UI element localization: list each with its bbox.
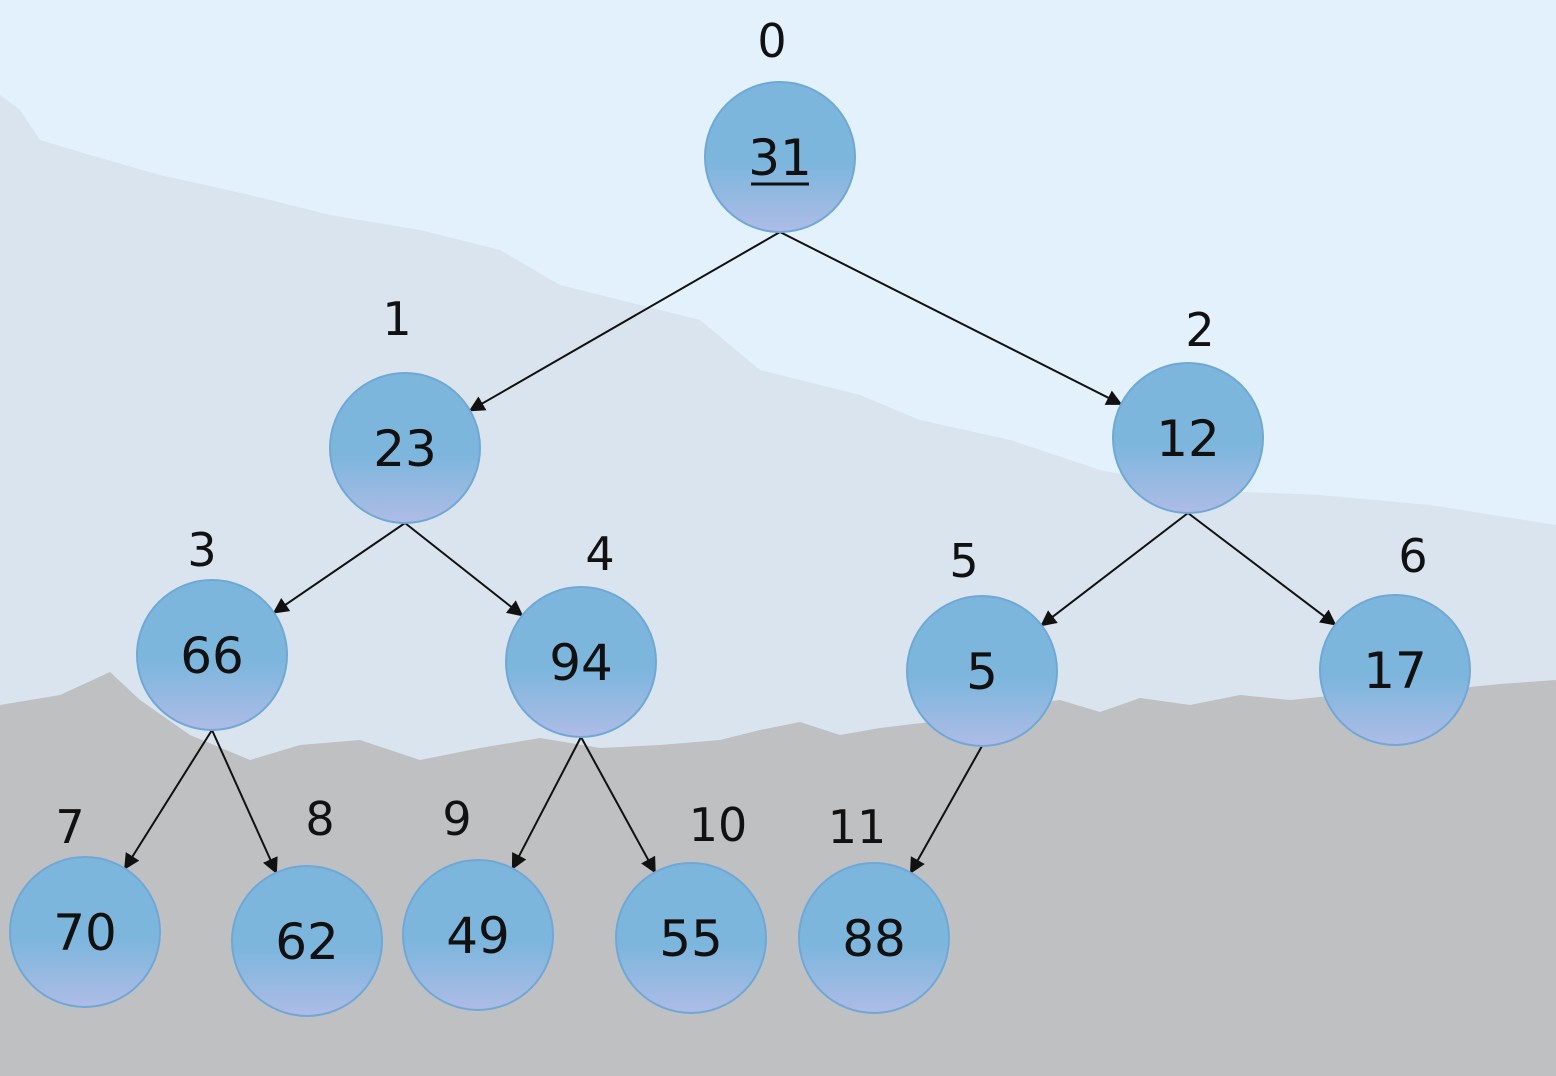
node-value: 88	[842, 910, 906, 968]
node-circle	[505, 586, 657, 738]
index-label-3: 3	[187, 523, 216, 577]
node-value: 66	[180, 627, 244, 685]
index-label-10: 10	[689, 798, 748, 852]
index-label-5: 5	[949, 534, 978, 588]
edge-arrow-4-9	[511, 736, 582, 870]
node-circle	[798, 862, 950, 1014]
edge-arrow-1-4	[404, 522, 524, 617]
tree-node-1: 23	[329, 372, 481, 524]
index-label-8: 8	[305, 792, 334, 846]
node-circle	[1112, 362, 1264, 514]
node-circle	[9, 856, 161, 1008]
tree-node-11: 88	[798, 862, 950, 1014]
index-label-4: 4	[585, 527, 614, 581]
node-circle	[136, 579, 288, 731]
node-circle	[402, 859, 554, 1011]
edge-arrow-2-5	[1040, 512, 1189, 627]
index-label-2: 2	[1185, 303, 1214, 357]
node-circle	[1319, 594, 1471, 746]
node-circle	[704, 81, 856, 233]
tree-node-9: 49	[402, 859, 554, 1011]
node-value: 70	[53, 904, 117, 962]
node-value: 23	[373, 420, 437, 478]
node-circle	[906, 595, 1058, 747]
tree-node-7: 70	[9, 856, 161, 1008]
node-circle	[615, 862, 767, 1014]
node-value: 94	[549, 634, 613, 692]
index-label-6: 6	[1398, 529, 1427, 583]
foreground-hills	[0, 672, 1556, 1076]
node-value: 62	[275, 913, 339, 971]
tree-node-5: 5	[906, 595, 1058, 747]
tree-node-6: 17	[1319, 594, 1471, 746]
tree-node-4: 94	[505, 586, 657, 738]
tree-node-3: 66	[136, 579, 288, 731]
node-circle	[329, 372, 481, 524]
edge-arrow-3-8	[211, 729, 278, 875]
edge-arrow-0-2	[779, 231, 1123, 406]
tree-node-2: 12	[1112, 362, 1264, 514]
edge-arrow-5-11	[909, 745, 983, 875]
edges	[124, 231, 1337, 875]
node-value: 5	[966, 643, 998, 701]
tree-node-0: 31	[704, 81, 856, 233]
index-label-9: 9	[442, 792, 471, 846]
edge-arrow-0-1	[468, 231, 781, 412]
index-label-1: 1	[382, 292, 411, 346]
node-value: 17	[1363, 642, 1427, 700]
tree-node-10: 55	[615, 862, 767, 1014]
node-value: 49	[446, 907, 510, 965]
node-value: 31	[748, 129, 812, 187]
index-label-7: 7	[55, 800, 84, 854]
edge-arrow-2-6	[1187, 512, 1337, 626]
tree-node-8: 62	[231, 865, 383, 1017]
edge-arrow-4-10	[580, 736, 656, 874]
edge-arrow-3-7	[124, 729, 213, 870]
index-labels: 01 23 4 5 67 8 9 10 11	[55, 14, 1427, 854]
node-value: 55	[659, 910, 723, 968]
node-circle	[231, 865, 383, 1017]
edge-arrow-1-3	[272, 522, 406, 614]
index-label-0: 0	[757, 14, 786, 68]
node-value: 12	[1156, 410, 1220, 468]
index-label-11: 11	[828, 800, 887, 854]
